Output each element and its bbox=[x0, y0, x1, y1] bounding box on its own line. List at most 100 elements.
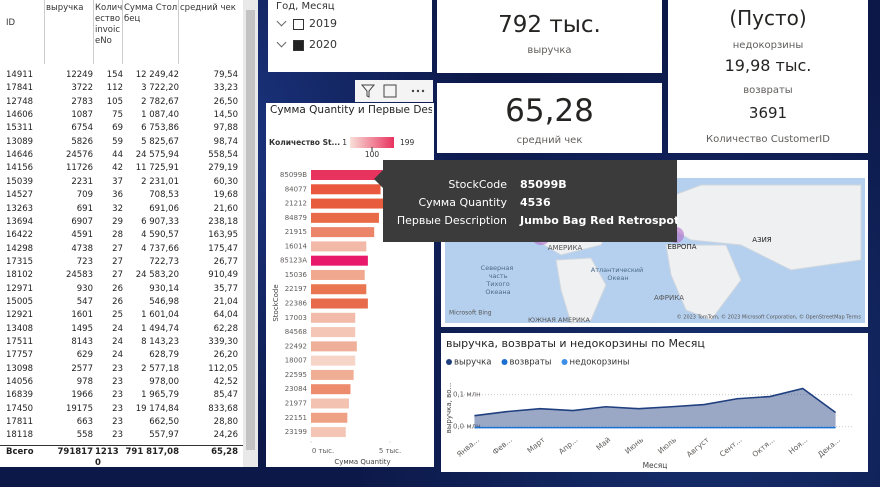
slicer-item[interactable]: 2019 bbox=[309, 17, 337, 30]
table-cell: 59 bbox=[112, 136, 123, 147]
column-header: средний чек bbox=[180, 3, 236, 13]
column-divider bbox=[178, 0, 179, 64]
card-label: средний чек bbox=[516, 135, 583, 146]
tooltip-label: Первые Description bbox=[397, 214, 507, 227]
table-cell: 6754 bbox=[71, 123, 93, 134]
table-cell: 12921 bbox=[6, 310, 34, 321]
table-cell: 4 737,66 bbox=[141, 243, 179, 254]
legend-title: Количество St... bbox=[269, 138, 340, 147]
total-cell: 12130 bbox=[95, 447, 119, 467]
scrollbar[interactable] bbox=[243, 0, 258, 467]
legend-max: 199 bbox=[400, 138, 415, 147]
table-cell: 26 bbox=[112, 296, 123, 307]
table-cell: 12249 bbox=[65, 70, 93, 80]
slicer: Год, Месяц 2019 2020 bbox=[268, 0, 432, 72]
y-tick-label: 23199 bbox=[285, 428, 307, 436]
table-cell: 1 965,79 bbox=[141, 390, 179, 401]
table-cell: 12 249,42 bbox=[135, 70, 179, 80]
more-icon[interactable] bbox=[411, 89, 425, 93]
y-axis-title: выручка, во... bbox=[445, 383, 453, 433]
x-tick-label: Сент... bbox=[718, 435, 744, 459]
card-value: 792 тыс. bbox=[498, 12, 601, 38]
checkbox[interactable] bbox=[293, 40, 304, 51]
map-logo: Microsoft Bing bbox=[449, 310, 492, 317]
x-tick-label: Март bbox=[525, 435, 547, 455]
x-tick-label: Дека... bbox=[816, 435, 842, 459]
table-cell: 85,47 bbox=[213, 390, 238, 401]
table-cell: 17757 bbox=[6, 350, 34, 361]
bar-chart: Сумма Quantity и Первые Description по S… bbox=[269, 104, 432, 466]
bar bbox=[311, 384, 351, 395]
card-label: выручка bbox=[527, 45, 572, 56]
table-cell: 6 907,33 bbox=[141, 216, 179, 227]
table-cell: 2 782,67 bbox=[141, 96, 179, 107]
table-cell: 2 231,01 bbox=[141, 176, 179, 187]
table-cell: 13408 bbox=[6, 323, 34, 334]
table-cell: 662,50 bbox=[149, 417, 179, 428]
table-cell: 18118 bbox=[6, 430, 34, 441]
table-cell: 558 bbox=[76, 430, 93, 441]
table-cell: 1 601,04 bbox=[141, 310, 179, 321]
table-cell: 42 bbox=[112, 163, 123, 174]
table-cell: 17811 bbox=[6, 417, 34, 428]
filter-icon[interactable] bbox=[360, 84, 376, 98]
table-cell: 98,74 bbox=[213, 136, 238, 147]
x-tick-label: Янва... bbox=[455, 435, 481, 459]
table-cell: 3 722,20 bbox=[141, 83, 179, 94]
table-cell: 15005 bbox=[6, 296, 34, 307]
card-label: возвраты bbox=[743, 85, 793, 96]
total-cell: Всего bbox=[6, 447, 34, 457]
table-cell: 14646 bbox=[6, 150, 34, 161]
table-cell: 2231 bbox=[71, 176, 93, 187]
table-cell: 23 bbox=[112, 417, 123, 428]
table-cell: 12971 bbox=[6, 283, 34, 294]
table-cell: 15311 bbox=[6, 123, 34, 134]
card-value: 65,28 bbox=[505, 93, 594, 129]
table-cell: 18102 bbox=[6, 270, 34, 281]
table-cell: 97,88 bbox=[213, 123, 238, 134]
card-value: 19,98 тыс. bbox=[724, 56, 812, 75]
scroll-thumb[interactable] bbox=[246, 10, 255, 450]
table-cell: 44 bbox=[112, 150, 123, 161]
bar bbox=[311, 269, 365, 280]
table-cell: 69 bbox=[112, 123, 123, 134]
legend-label: выручка bbox=[454, 358, 492, 368]
checkbox[interactable] bbox=[293, 19, 304, 30]
table-cell: 13089 bbox=[6, 136, 34, 147]
x-axis-title: Месяц bbox=[643, 461, 668, 470]
table-cell: 5 825,67 bbox=[141, 136, 179, 147]
bar bbox=[311, 369, 354, 380]
x-tick-label: 0 тыс. bbox=[312, 447, 334, 455]
y-tick-label: 21977 bbox=[285, 399, 307, 407]
table-cell: 708,53 bbox=[149, 190, 179, 201]
tooltip: StockCode 85099B Сумма Quantity 4536 Первые … bbox=[374, 160, 678, 242]
table-cell: 547 bbox=[76, 296, 93, 307]
y-tick-label: 0,1 млн bbox=[453, 391, 481, 399]
table-cell: 23 bbox=[112, 403, 123, 414]
table-cell: 723 bbox=[76, 256, 93, 267]
y-tick-label: 16014 bbox=[285, 242, 308, 250]
slicer-item[interactable]: 2020 bbox=[309, 38, 337, 51]
table-cell: 691,06 bbox=[149, 203, 179, 214]
y-tick-label: 22197 bbox=[285, 285, 307, 293]
table-cell: 709 bbox=[76, 190, 93, 201]
column-header: выручка bbox=[46, 3, 84, 13]
table-cell: 14298 bbox=[6, 243, 34, 254]
table-cell: 663 bbox=[76, 417, 93, 428]
table-cell: 629 bbox=[76, 350, 93, 361]
table-cell: 3722 bbox=[71, 83, 93, 94]
chart-title: Сумма Quantity и Первые Description по S… bbox=[270, 104, 432, 116]
focus-icon[interactable] bbox=[383, 84, 397, 98]
table-cell: 17450 bbox=[6, 403, 34, 414]
table-cell: 722,73 bbox=[149, 256, 179, 267]
table-cell: 24576 bbox=[65, 150, 93, 161]
chevron bbox=[276, 37, 287, 48]
x-tick-label: Май bbox=[594, 435, 612, 452]
map-label: Северная часть Тихого Океана bbox=[481, 264, 514, 296]
table-cell: 26,20 bbox=[213, 350, 238, 361]
legend-label: возвраты bbox=[510, 358, 552, 368]
card-value: (Пусто) bbox=[729, 6, 807, 30]
card-label: Количество CustomerID bbox=[706, 134, 830, 145]
chart-title: выручка, возвраты и недокорзины по Месяц bbox=[446, 337, 705, 350]
table-cell: 1495 bbox=[71, 323, 93, 334]
